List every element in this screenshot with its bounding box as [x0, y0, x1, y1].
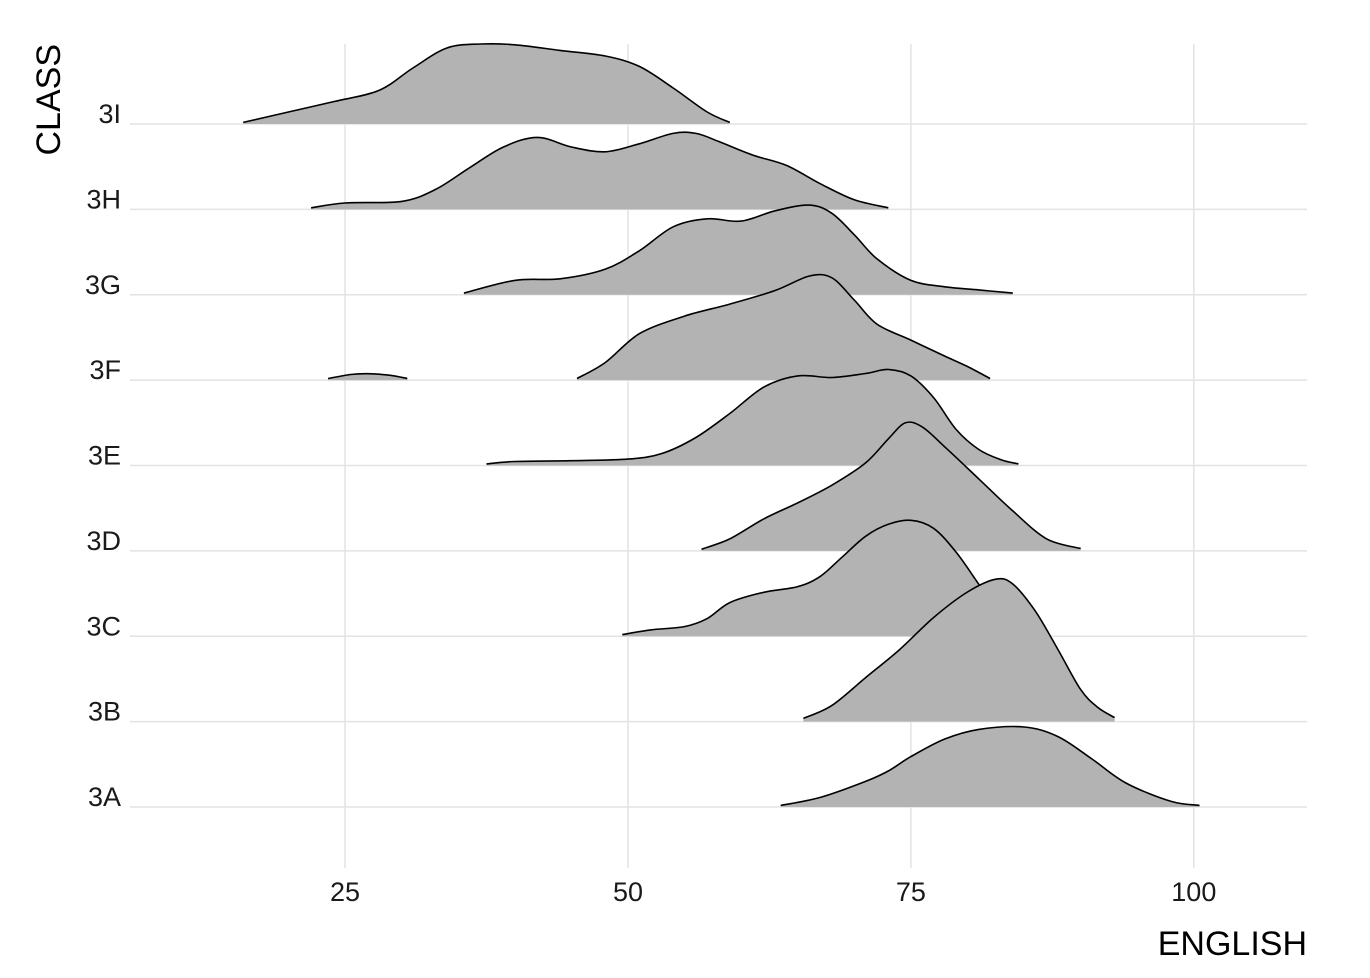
- ridge-area-3I-0: [243, 43, 730, 125]
- ridge-3F: [327, 273, 991, 381]
- ridge-3D: [701, 421, 1081, 551]
- y-tick-labels: 3A 3B 3C 3D 3E 3F 3G 3H 3I: [85, 99, 121, 812]
- x-axis-title: ENGLISH: [1158, 925, 1307, 963]
- ridge-area-3C-0: [622, 520, 1047, 637]
- x-tick-label-100: 100: [1171, 877, 1216, 907]
- ridge-area-3G-0: [463, 205, 1013, 295]
- ridge-area-3A-0: [780, 726, 1200, 807]
- ridge-3A: [780, 725, 1200, 807]
- ridge-outline-3B-0: [803, 577, 1116, 720]
- ridge-outline-3F-0: [327, 372, 408, 380]
- ridge-3I: [243, 42, 731, 125]
- x-tick-label-75: 75: [896, 877, 926, 907]
- y-tick-label-3A: 3A: [88, 782, 121, 812]
- y-tick-label-3F: 3F: [89, 355, 121, 385]
- x-tick-labels: 25 50 75 100: [330, 877, 1216, 907]
- ridge-outline-3A-0: [780, 725, 1200, 807]
- ridge-layer: [243, 42, 1200, 807]
- ridge-area-3F-1: [577, 274, 991, 381]
- y-tick-label-3I: 3I: [98, 99, 121, 129]
- ridge-outline-3F-1: [576, 273, 991, 380]
- y-tick-label-3D: 3D: [86, 526, 121, 556]
- ridge-outline-3G-0: [463, 204, 1013, 294]
- y-tick-label-3G: 3G: [85, 270, 121, 300]
- y-tick-label-3E: 3E: [88, 441, 121, 471]
- ridge-area-3H-0: [311, 132, 889, 210]
- ridge-3G: [463, 204, 1013, 295]
- ridge-outline-3D-0: [701, 421, 1081, 551]
- ridge-outline-3I-0: [243, 42, 731, 124]
- ridge-outline-3H-0: [310, 131, 889, 209]
- x-tick-label-50: 50: [613, 877, 643, 907]
- ridge-outline-3E-0: [486, 368, 1019, 465]
- y-tick-label-3C: 3C: [86, 611, 121, 641]
- x-tick-label-25: 25: [330, 877, 360, 907]
- ridge-3B: [803, 577, 1116, 722]
- y-tick-label-3B: 3B: [88, 697, 121, 727]
- y-tick-label-3H: 3H: [86, 184, 121, 214]
- y-axis-title: CLASS: [30, 44, 68, 156]
- ridge-area-3D-0: [701, 422, 1081, 551]
- ridge-3H: [310, 131, 889, 210]
